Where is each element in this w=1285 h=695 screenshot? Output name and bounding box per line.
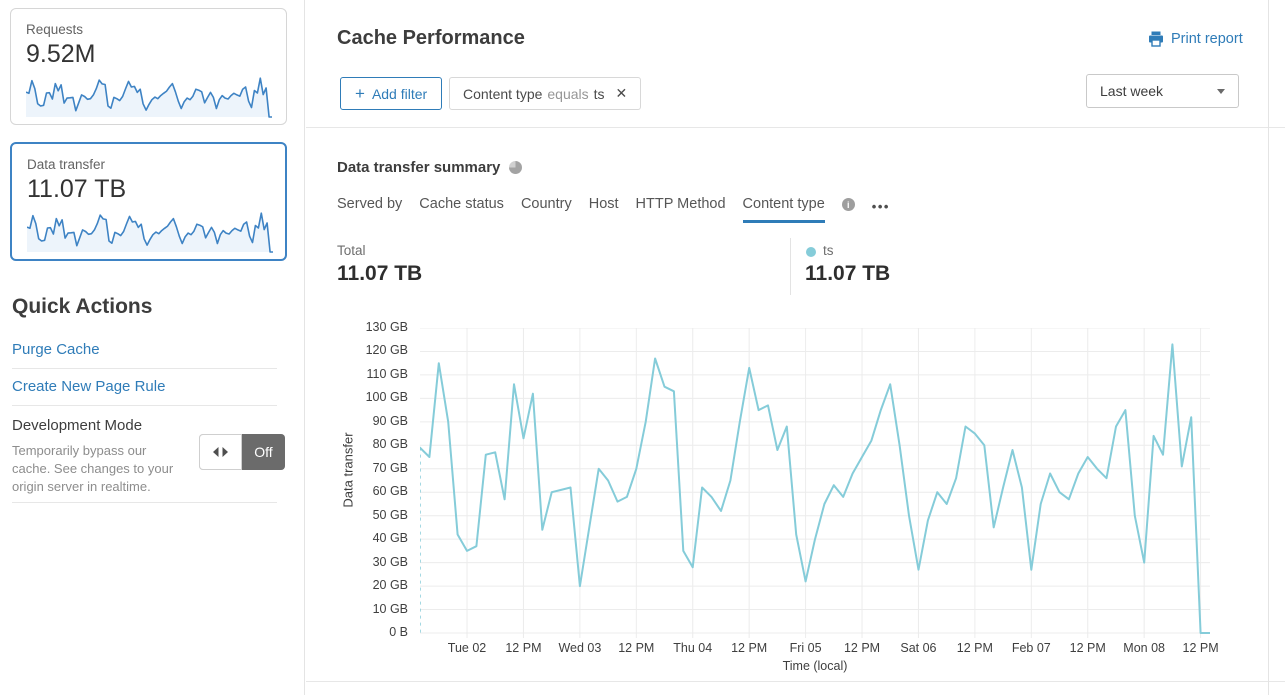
tab-cache-status[interactable]: Cache status: [419, 196, 504, 220]
y-tick-label: 10 GB: [372, 601, 408, 616]
x-tick-label: Thu 04: [673, 641, 713, 655]
toggle-off-label[interactable]: Off: [242, 434, 285, 470]
legend-divider: [790, 238, 791, 295]
tab-label: Country: [520, 196, 572, 212]
y-tick-label: 90 GB: [372, 413, 408, 428]
tab-served-by[interactable]: Served by: [337, 196, 402, 220]
divider: [12, 502, 277, 503]
filter-chip-content-type: Content type equals ts ✕: [449, 77, 642, 110]
y-tick-label: 20 GB: [372, 578, 408, 593]
data-transfer-sparkline-chart: [27, 212, 273, 253]
y-tick-label: 100 GB: [365, 390, 408, 405]
development-mode-description: Temporarily bypass our cache. See change…: [12, 443, 174, 494]
tab-label: Served by: [337, 196, 403, 212]
y-tick-label: 80 GB: [372, 437, 408, 452]
page-title: Cache Performance: [337, 27, 525, 49]
info-icon[interactable]: i: [841, 198, 855, 211]
data-transfer-line-chart: [420, 328, 1210, 638]
pie-chart-icon[interactable]: [509, 161, 523, 174]
tab-label: HTTP Method: [635, 196, 726, 212]
metric-card-data-transfer[interactable]: Data transfer 11.07 TB: [10, 142, 287, 261]
legend-value-ts: 11.07 TB: [805, 262, 891, 285]
filter-value: ts: [593, 85, 605, 102]
x-axis-label: Time (local): [782, 659, 848, 673]
x-tick-label: 12 PM: [843, 641, 881, 655]
y-tick-label: 30 GB: [372, 554, 408, 569]
printer-icon: [1149, 31, 1163, 47]
requests-sparkline-chart: [26, 77, 272, 118]
time-range-value: Last week: [1100, 83, 1164, 99]
x-tick-label: 12 PM: [618, 641, 655, 655]
tab-label: Cache status: [419, 196, 504, 212]
metric-value-data-transfer: 11.07 TB: [27, 175, 127, 203]
metric-card-requests[interactable]: Requests 9.52M: [10, 8, 287, 125]
summary-title-row: Data transfer summary: [337, 159, 523, 176]
legend-dot-ts: [806, 247, 816, 257]
remove-filter-icon[interactable]: ✕: [615, 85, 628, 101]
y-tick-label: 0 B: [389, 625, 408, 639]
tab-host[interactable]: Host: [589, 196, 619, 220]
quick-actions-title: Quick Actions: [12, 295, 153, 318]
x-tick-label: Fri 05: [789, 641, 822, 655]
metric-label-data-transfer: Data transfer: [27, 157, 106, 172]
quick-action-create-new-page-rule[interactable]: Create New Page Rule: [12, 378, 166, 395]
time-range-select[interactable]: Last week: [1086, 74, 1239, 108]
x-tick-label: Feb 07: [1011, 641, 1051, 655]
x-tick-label: Mon 08: [1123, 641, 1165, 655]
print-report-label: Print report: [1171, 31, 1243, 47]
legend-name-ts: ts: [823, 243, 834, 258]
quick-action-purge-cache[interactable]: Purge Cache: [12, 341, 100, 358]
x-tick-label: Tue 02: [447, 641, 487, 655]
y-tick-label: 60 GB: [372, 484, 408, 499]
sidebar: Requests 9.52M Data transfer 11.07 TB Qu…: [0, 0, 305, 695]
x-tick-label: 12 PM: [1182, 641, 1219, 655]
y-tick-label: 70 GB: [372, 460, 408, 475]
x-tick-label: 12 PM: [505, 641, 542, 655]
dimension-tabs: Served by Cache status Country Host HTTP Met…: [337, 196, 890, 223]
resize-arrows-icon: [213, 447, 228, 457]
y-tick-label: 50 GB: [372, 507, 408, 522]
y-tick-label: 130 GB: [365, 320, 408, 334]
tab-label: Content type: [742, 196, 825, 212]
y-tick-label: 40 GB: [372, 531, 408, 546]
x-tick-label: 12 PM: [956, 641, 993, 655]
total-value: 11.07 TB: [337, 262, 423, 285]
plus-icon: +: [355, 84, 365, 103]
total-label: Total: [337, 243, 366, 258]
filter-operator: equals: [547, 85, 589, 102]
print-report-link[interactable]: Print report: [1148, 31, 1243, 47]
toggle-handle[interactable]: [199, 434, 242, 470]
divider: [12, 405, 277, 406]
tab-content-type[interactable]: Content type: [742, 196, 825, 223]
y-tick-label: 110 GB: [366, 366, 408, 381]
summary-title: Data transfer summary: [337, 159, 501, 176]
x-tick-label: Sat 06: [900, 641, 937, 655]
development-mode-section: Development Mode Temporarily bypass our …: [12, 417, 288, 503]
x-tick-label: Wed 03: [558, 641, 602, 655]
development-mode-title: Development Mode: [12, 417, 143, 434]
bottom-divider: [306, 681, 1285, 682]
more-tabs-ellipsis-icon[interactable]: •••: [871, 199, 890, 214]
y-tick-label: 120 GB: [365, 343, 408, 358]
tab-country[interactable]: Country: [521, 196, 572, 220]
add-filter-label: Add filter: [371, 85, 428, 102]
x-tick-label: 12 PM: [1069, 641, 1106, 655]
development-mode-toggle[interactable]: Off: [199, 434, 285, 470]
metric-label-requests: Requests: [26, 22, 84, 37]
x-tick-label: 12 PM: [731, 641, 768, 655]
tab-label: Host: [588, 196, 619, 212]
add-filter-button[interactable]: + Add filter: [340, 77, 443, 110]
quick-actions-links: Purge Cache Create New Page Rule: [12, 332, 288, 406]
filter-field: Content type: [463, 85, 543, 102]
chevron-down-icon: [1217, 88, 1225, 94]
right-edge-divider: [1268, 0, 1269, 695]
metric-value-requests: 9.52M: [26, 40, 96, 68]
divider: [12, 368, 277, 369]
header-divider: [306, 127, 1285, 128]
tab-http-method[interactable]: HTTP Method: [636, 196, 726, 220]
